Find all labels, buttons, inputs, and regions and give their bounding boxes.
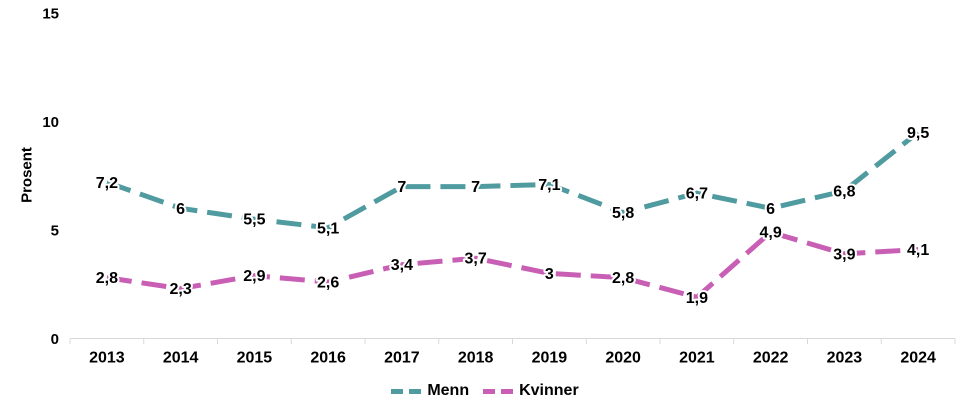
data-label-kvinner: 2,3 <box>170 281 192 298</box>
legend-dash-icon <box>483 388 518 394</box>
data-label-kvinner: 3,7 <box>465 251 487 268</box>
data-label-kvinner: 3 <box>545 266 554 283</box>
x-tick-label: 2021 <box>679 350 715 367</box>
data-label-kvinner: 2,8 <box>612 270 634 287</box>
data-label-kvinner: 1,9 <box>686 290 708 307</box>
data-label-kvinner: 2,9 <box>243 268 265 285</box>
legend-item-menn: Menn <box>391 383 469 399</box>
y-tick-label: 5 <box>51 223 59 240</box>
data-label-menn: 9,5 <box>907 125 929 142</box>
x-tick-label: 2018 <box>458 350 494 367</box>
legend-dash-icon <box>391 388 426 394</box>
y-tick-label: 0 <box>51 331 59 348</box>
data-label-menn: 5,1 <box>317 220 339 237</box>
x-tick-label: 2019 <box>532 350 568 367</box>
data-label-menn: 6 <box>766 201 775 218</box>
data-label-kvinner: 3,4 <box>391 257 413 274</box>
data-label-menn: 6 <box>176 201 185 218</box>
x-tick-label: 2022 <box>753 350 789 367</box>
x-tick-label: 2016 <box>310 350 346 367</box>
x-tick-label: 2013 <box>89 350 125 367</box>
x-tick-label: 2015 <box>237 350 273 367</box>
data-label-menn: 7,1 <box>538 177 560 194</box>
legend-item-kvinner: Kvinner <box>483 383 579 399</box>
data-label-kvinner: 2,8 <box>96 270 118 287</box>
data-label-kvinner: 4,9 <box>760 225 782 242</box>
data-label-menn: 6,8 <box>833 183 855 200</box>
series-line-kvinner <box>106 229 919 300</box>
y-tick-label: 15 <box>42 6 59 23</box>
x-tick-label: 2024 <box>900 350 936 367</box>
x-tick-label: 2023 <box>827 350 863 367</box>
data-label-menn: 7 <box>471 179 480 196</box>
data-label-menn: 7 <box>397 179 406 196</box>
data-label-kvinner: 4,1 <box>907 242 929 259</box>
data-label-menn: 5,8 <box>612 205 634 222</box>
legend-label: Menn <box>427 382 470 399</box>
data-label-kvinner: 3,9 <box>833 246 855 263</box>
data-label-kvinner: 2,6 <box>317 275 339 292</box>
data-label-menn: 6,7 <box>686 186 708 203</box>
legend-label: Kvinner <box>519 382 579 399</box>
x-tick-label: 2017 <box>384 350 420 367</box>
x-tick-label: 2014 <box>163 350 199 367</box>
legend: Menn Kvinner <box>0 381 970 401</box>
data-label-menn: 5,5 <box>243 212 265 229</box>
x-tick-label: 2020 <box>605 350 641 367</box>
series-line-menn <box>106 130 920 231</box>
y-tick-label: 10 <box>42 114 59 131</box>
data-label-menn: 7,2 <box>96 175 118 192</box>
